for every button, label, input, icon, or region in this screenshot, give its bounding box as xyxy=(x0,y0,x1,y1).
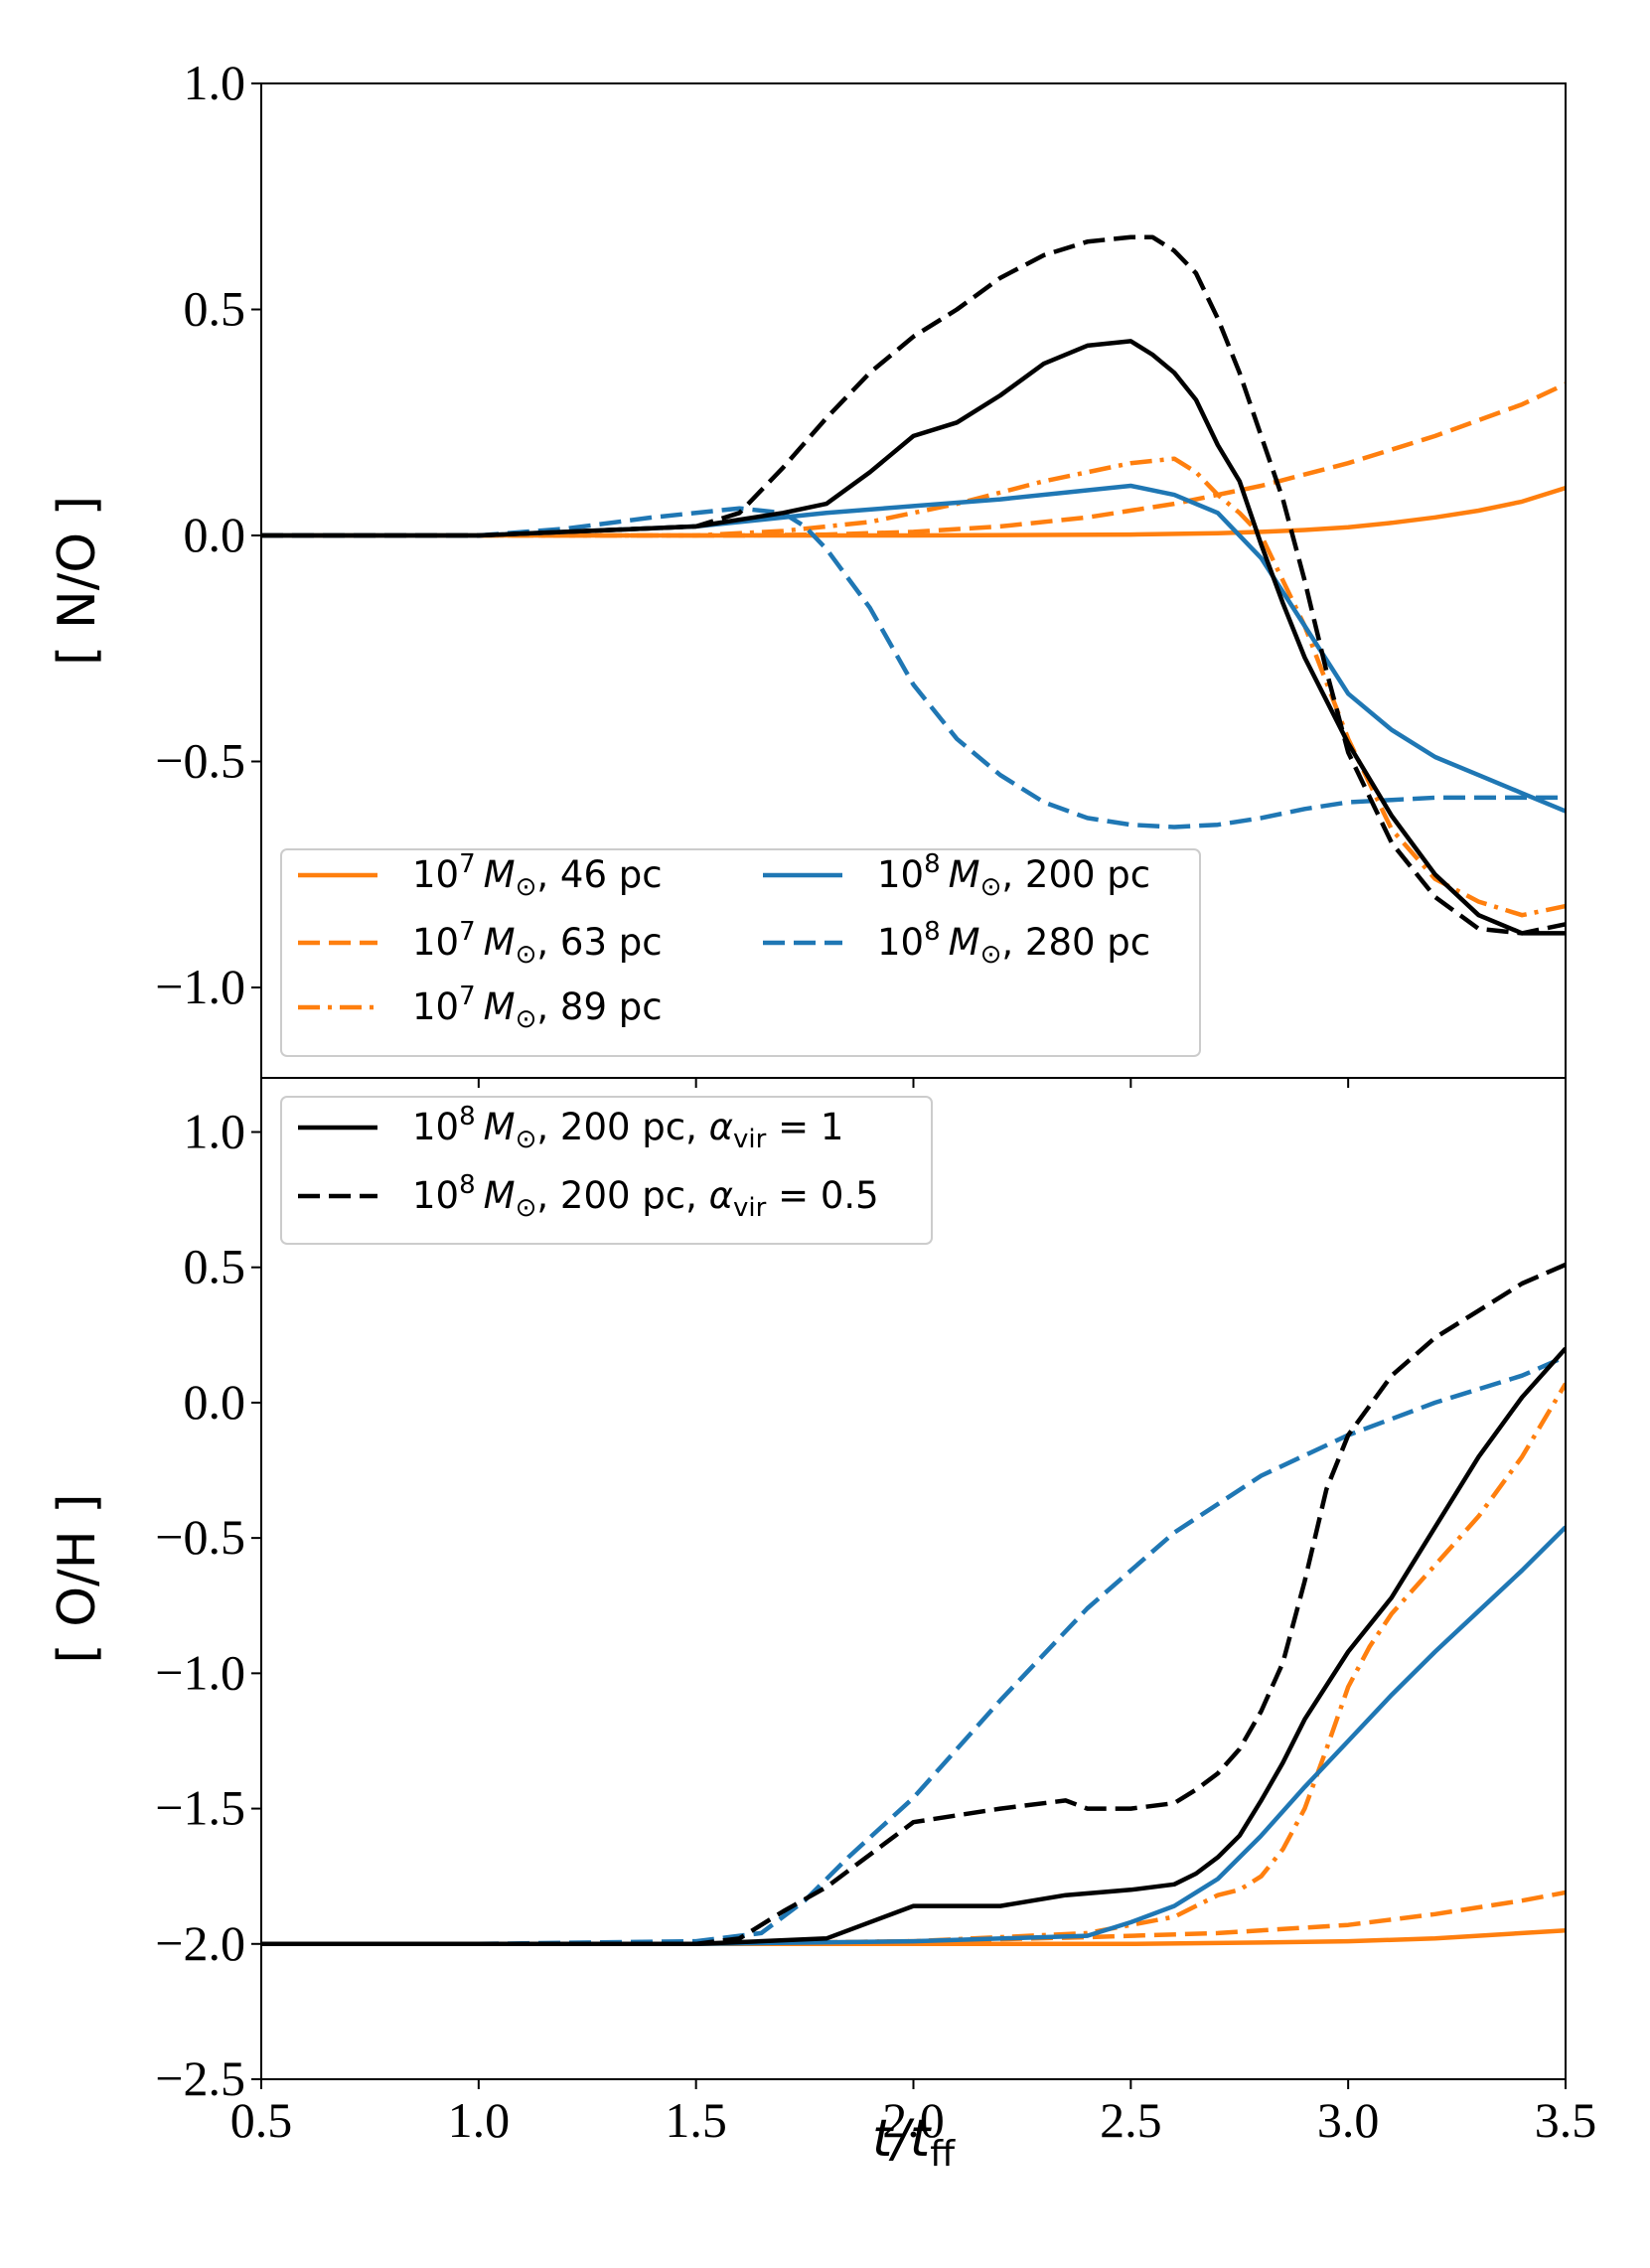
x-tick-label: 2.5 xyxy=(1100,2092,1162,2148)
y-tick-label: −1.0 xyxy=(155,959,245,1014)
x-tick-label: 2.0 xyxy=(882,2092,945,2148)
legend: 108 M⊙, 200 pc, αvir = 1 108 M⊙, 200 pc, αv… xyxy=(280,1096,933,1245)
y-tick-label: 0.5 xyxy=(184,1239,246,1294)
series-line-no_a1 xyxy=(261,339,1566,936)
series-group xyxy=(261,234,1566,936)
y-tick-label: 0.5 xyxy=(184,281,246,337)
x-tick-label: 3.5 xyxy=(1535,2092,1597,2148)
y-tick-label: 0.0 xyxy=(184,1374,246,1430)
y-tick-label: 1.0 xyxy=(184,1103,246,1158)
legend-label: 108 M⊙, 200 pc, αvir = 1 xyxy=(412,1102,843,1154)
series-line-no_1e8_280 xyxy=(261,506,1566,830)
legend-label: 107 M⊙, 46 pc xyxy=(412,849,663,902)
legend: 107 M⊙, 46 pc 107 M⊙, 63 pc 107 M⊙, 89 pc 108 M… xyxy=(280,848,1201,1057)
y-tick-label: −1.5 xyxy=(155,1780,245,1836)
series-line-no_1e8_200 xyxy=(261,483,1566,814)
legend-label: 107 M⊙, 89 pc xyxy=(412,982,663,1034)
series-line-no_1e7_89 xyxy=(261,456,1566,918)
y-tick-label: 1.0 xyxy=(184,55,246,110)
y-tick-label: 0.0 xyxy=(184,507,246,562)
series-line-oh_1e8_280 xyxy=(261,1354,1566,1947)
y-tick-label: −2.0 xyxy=(155,1915,245,1971)
panel-oh: 1.00.50.0−0.5−1.0−1.5−2.0−2.50.5 1.0 1.5 2.… xyxy=(48,1077,1597,2175)
legend-label: 108 M⊙, 200 pc, αvir = 0.5 xyxy=(412,1170,879,1223)
y-tick-label: −2.5 xyxy=(155,2050,245,2106)
series-line-oh_1e8_200 xyxy=(261,1525,1566,1947)
y-axis-title: [ N/O ] xyxy=(48,496,107,666)
y-tick-label: −1.0 xyxy=(155,1644,245,1700)
legend-label: 107 M⊙, 63 pc xyxy=(412,917,663,970)
legend-box xyxy=(280,1096,933,1245)
y-tick-label: −0.5 xyxy=(155,733,245,789)
series-group xyxy=(261,1262,1566,1947)
legend-box xyxy=(280,848,1201,1057)
series-line-oh_a1 xyxy=(261,1346,1566,1947)
x-tick-label: 0.5 xyxy=(230,2092,293,2148)
series-line-no_a05 xyxy=(261,234,1566,936)
x-tick-label: 1.5 xyxy=(665,2092,727,2148)
y-axis-title: [ O/H ] xyxy=(48,1493,107,1663)
x-tick-label: 1.0 xyxy=(448,2092,511,2148)
legend-label: 108 M⊙, 200 pc xyxy=(877,849,1150,902)
x-axis-title: t/tff xyxy=(872,2109,956,2175)
legend-label: 108 M⊙, 280 pc xyxy=(877,917,1150,970)
x-tick-label: 3.0 xyxy=(1317,2092,1380,2148)
y-tick-label: −0.5 xyxy=(155,1509,245,1565)
